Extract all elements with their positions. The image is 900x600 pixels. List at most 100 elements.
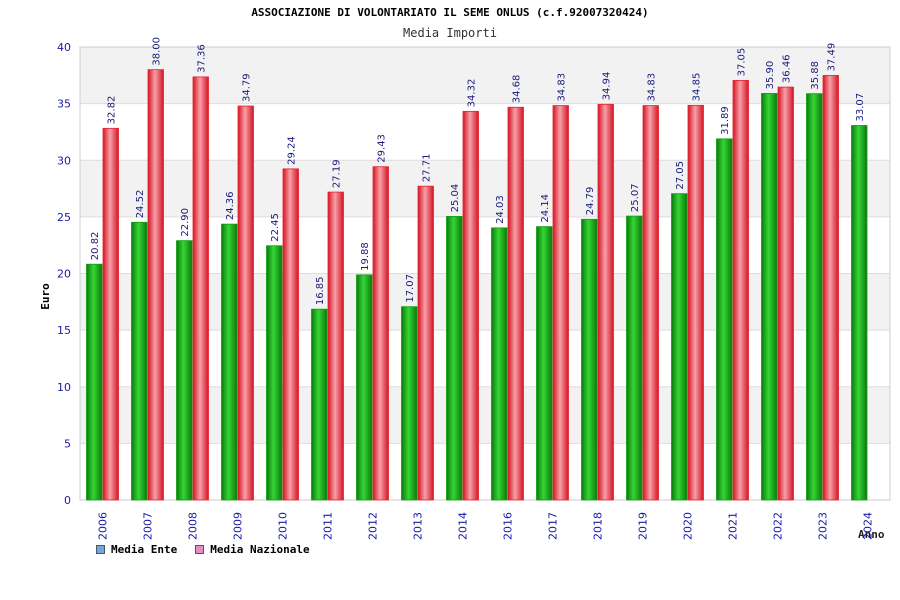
bar-media-ente	[266, 245, 283, 501]
bar-media-ente	[401, 306, 418, 501]
data-label: 34.83	[647, 73, 658, 102]
y-tick-label: 30	[57, 154, 71, 167]
legend: Media Ente Media Nazionale	[96, 543, 310, 556]
bar-media-nazionale	[777, 86, 794, 501]
bar-media-nazionale	[102, 127, 119, 501]
bar-media-ente	[311, 308, 328, 501]
x-tick-label: 2023	[817, 512, 830, 540]
data-label: 24.79	[585, 187, 596, 216]
data-label: 22.45	[270, 213, 281, 242]
data-label: 24.03	[495, 195, 506, 224]
data-label: 25.07	[630, 183, 641, 212]
y-tick-label: 20	[57, 268, 71, 281]
bar-media-nazionale	[147, 69, 164, 501]
bar-media-nazionale	[552, 105, 569, 501]
x-tick-label: 2020	[682, 512, 695, 540]
legend-item-media-ente: Media Ente	[96, 543, 177, 556]
data-label: 20.82	[90, 232, 101, 261]
x-tick-label: 2011	[322, 512, 335, 540]
chart-subtitle: Media Importi	[403, 26, 497, 40]
bar-media-ente	[716, 138, 733, 501]
x-tick-label: 2006	[97, 512, 110, 540]
data-label: 29.24	[287, 136, 298, 165]
x-axis-label: Anno	[858, 528, 885, 541]
grid-band	[80, 273, 890, 331]
x-tick-label: 2019	[637, 512, 650, 540]
bar-media-nazionale	[822, 75, 839, 501]
bar-media-nazionale	[237, 105, 254, 501]
bar-media-ente	[446, 216, 463, 501]
bar-media-ente	[536, 226, 553, 501]
data-label: 33.07	[855, 93, 866, 122]
bar-media-ente	[626, 215, 643, 501]
data-label: 32.82	[107, 96, 118, 125]
legend-label-media-nazionale: Media Nazionale	[210, 543, 310, 556]
x-tick-label: 2010	[277, 512, 290, 540]
data-label: 38.00	[152, 37, 163, 66]
bar-media-ente	[221, 223, 238, 501]
data-label: 31.89	[720, 106, 731, 135]
data-label: 24.36	[225, 191, 236, 220]
bar-media-ente	[761, 93, 778, 501]
chart-title: ASSOCIAZIONE DI VOLONTARIATO IL SEME ONL…	[251, 6, 649, 19]
x-tick-label: 2021	[727, 512, 740, 540]
data-label: 35.88	[810, 61, 821, 90]
bar-media-ente	[671, 193, 688, 501]
data-label: 16.85	[315, 277, 326, 306]
bar-media-ente	[806, 93, 823, 501]
data-label: 27.71	[422, 154, 433, 183]
x-tick-label: 2012	[367, 512, 380, 540]
x-tick-label: 2016	[502, 512, 515, 540]
legend-swatch-media-nazionale	[195, 545, 205, 554]
data-label: 22.90	[180, 208, 191, 237]
bar-media-ente	[356, 274, 373, 501]
x-tick-label: 2008	[187, 512, 200, 540]
data-label: 25.04	[450, 184, 461, 213]
bar-media-ente	[581, 218, 598, 501]
grid-band	[80, 386, 890, 444]
bar-media-nazionale	[687, 104, 704, 501]
x-tick-label: 2014	[457, 512, 470, 540]
bar-media-nazionale	[462, 110, 479, 501]
data-label: 36.46	[782, 54, 793, 83]
data-label: 37.36	[197, 44, 208, 73]
data-label: 34.68	[512, 75, 523, 104]
data-label: 19.88	[360, 242, 371, 271]
x-tick-label: 2017	[547, 512, 560, 540]
legend-label-media-ente: Media Ente	[111, 543, 178, 556]
y-tick-label: 35	[57, 98, 71, 111]
y-tick-label: 15	[57, 324, 71, 337]
y-tick-label: 25	[57, 211, 71, 224]
data-label: 35.90	[765, 61, 776, 90]
legend-swatch-media-ente	[96, 545, 105, 554]
data-label: 24.52	[135, 190, 146, 219]
x-tick-label: 2013	[412, 512, 425, 540]
grid-band	[80, 47, 890, 104]
data-label: 37.05	[737, 48, 748, 77]
x-tick-label: 2018	[592, 512, 605, 540]
bar-media-nazionale	[732, 80, 749, 501]
bar-media-nazionale	[642, 105, 659, 501]
x-tick-label: 2024	[862, 512, 875, 540]
y-tick-label: 5	[64, 437, 71, 450]
x-tick-label: 2009	[232, 512, 245, 540]
x-tick-label: 2022	[772, 512, 785, 540]
data-label: 34.79	[242, 73, 253, 102]
bar-media-nazionale	[507, 106, 524, 501]
y-tick-label: 10	[57, 381, 71, 394]
data-label: 29.43	[377, 134, 388, 163]
data-label: 27.19	[332, 159, 343, 188]
bar-media-nazionale	[417, 185, 434, 501]
plot-frame	[79, 46, 891, 501]
data-label: 34.32	[467, 79, 478, 108]
bar-media-ente	[131, 221, 148, 501]
bar-media-ente	[851, 125, 868, 501]
data-label: 34.85	[692, 73, 703, 102]
legend-item-media-nazionale: Media Nazionale	[195, 543, 310, 556]
data-label: 34.94	[602, 72, 613, 101]
bar-media-nazionale	[597, 103, 614, 501]
bar-media-nazionale	[372, 166, 389, 501]
bar-media-ente	[86, 263, 103, 501]
